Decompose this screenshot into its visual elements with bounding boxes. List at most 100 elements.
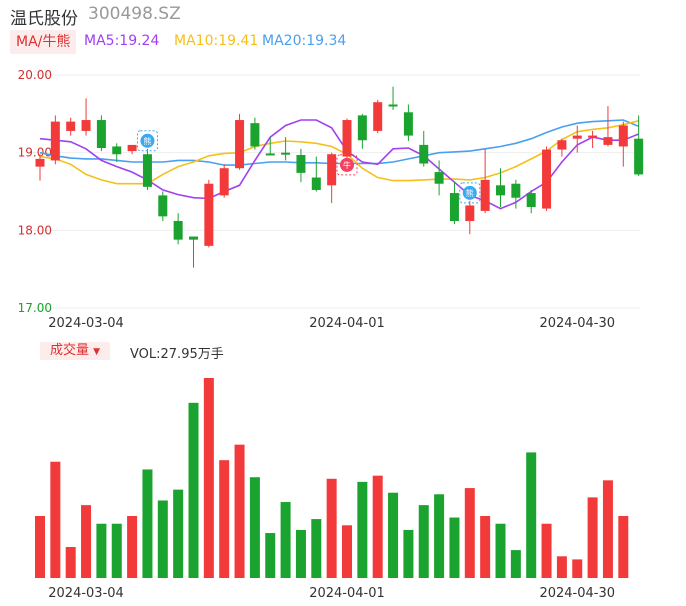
volume-bar — [464, 488, 475, 578]
volume-bar — [480, 515, 491, 578]
candle-body — [419, 144, 429, 164]
volume-x-tick-label: 2024-03-04 — [48, 586, 124, 601]
bear-marker-frame — [459, 182, 481, 204]
volume-bar — [541, 523, 552, 578]
candle-body — [96, 120, 106, 149]
volume-bar — [526, 452, 537, 578]
candle-body — [235, 120, 245, 169]
candle-body — [142, 154, 152, 187]
candle-body — [403, 112, 413, 136]
y-tick-label: 17.00 — [18, 301, 52, 315]
y-tick-label: 18.00 — [18, 223, 52, 237]
candle-body — [342, 120, 352, 157]
bull-marker-icon — [340, 157, 354, 172]
candle-body — [388, 104, 398, 107]
volume-bar — [157, 500, 168, 578]
volume-bar — [618, 515, 629, 578]
volume-bar — [188, 402, 199, 578]
volume-bar — [81, 505, 92, 578]
candle-body — [357, 115, 367, 141]
volume-bar — [602, 480, 613, 578]
volume-bar — [295, 529, 306, 578]
volume-bar — [418, 505, 429, 578]
candle-body — [449, 193, 459, 222]
volume-bar — [127, 515, 138, 578]
candle-body — [127, 144, 137, 152]
ma10-line — [39, 120, 639, 185]
ma20-legend: MA20:19.34 — [262, 33, 347, 49]
volume-bar — [357, 481, 368, 578]
y-tick-label: 20.00 — [18, 68, 52, 82]
volume-bar — [173, 489, 184, 578]
candle-body — [219, 168, 229, 196]
volume-bar — [249, 477, 260, 578]
candle-body — [112, 146, 122, 155]
candle-body — [618, 125, 628, 147]
candle-body — [173, 221, 183, 240]
candle-body — [465, 205, 475, 222]
candle-body — [496, 185, 505, 196]
volume-bar — [495, 523, 506, 578]
bull-marker-frame — [336, 154, 358, 176]
bear-marker-icon — [462, 185, 477, 200]
candle-body — [327, 154, 337, 186]
volume-indicator-selector[interactable]: 成交量 ▼ — [40, 342, 111, 360]
volume-bar — [50, 461, 61, 578]
candle-body — [189, 236, 198, 240]
candle-body — [204, 183, 214, 246]
candle-body — [296, 154, 306, 173]
volume-bar — [311, 519, 322, 578]
volume-bar — [556, 556, 567, 578]
volume-x-tick-label: 2024-04-01 — [309, 586, 385, 601]
candle-body — [526, 193, 536, 208]
candle-body — [634, 138, 644, 175]
volume-bar — [111, 523, 122, 578]
candle-body — [557, 140, 567, 150]
volume-bar — [449, 517, 460, 578]
volume-bar — [572, 559, 583, 578]
volume-bar — [96, 523, 107, 578]
candle-body — [373, 102, 383, 131]
candle-body — [542, 149, 552, 209]
x-tick-label: 2024-03-04 — [48, 316, 124, 331]
volume-bar — [234, 444, 245, 578]
candle-body — [281, 152, 291, 155]
volume-bar — [587, 497, 598, 578]
volume-bar — [510, 550, 521, 578]
candle-body — [250, 123, 260, 147]
bear-marker-glyph: 熊 — [143, 136, 151, 146]
x-tick-label: 2024-04-30 — [539, 316, 615, 331]
volume-bar — [65, 546, 76, 578]
bear-marker-frame — [136, 130, 158, 152]
stock-code: 300498.SZ — [88, 4, 181, 24]
candle-body — [480, 179, 490, 211]
volume-bar — [203, 378, 214, 578]
candle-body — [81, 120, 91, 131]
candle-body — [66, 121, 76, 131]
candle-body — [265, 153, 275, 156]
ma20-line — [39, 119, 639, 166]
volume-x-tick-label: 2024-04-30 — [539, 586, 615, 601]
ma-indicator-selector[interactable]: MA/牛熊 — [10, 30, 77, 54]
volume-bar — [434, 494, 445, 578]
volume-bar — [342, 525, 352, 578]
chevron-down-icon: ▼ — [93, 347, 101, 357]
volume-bar — [142, 469, 153, 578]
volume-bar — [219, 460, 230, 578]
ma5-line — [39, 119, 639, 210]
candle-body — [572, 135, 582, 139]
volume-bar — [326, 478, 337, 578]
ma5-legend: MA5:19.24 — [84, 33, 160, 49]
volume-bar — [35, 515, 45, 578]
candle-body — [588, 135, 598, 138]
ma10-legend: MA10:19.41 — [174, 33, 259, 49]
candle-body — [511, 183, 521, 198]
stock-name: 温氏股份 — [10, 9, 78, 29]
bear-marker-glyph: 熊 — [466, 188, 474, 198]
bull-marker-glyph: 牛 — [343, 160, 351, 170]
volume-bar — [265, 533, 276, 578]
candle-body — [158, 195, 168, 217]
candle-body — [50, 121, 60, 161]
volume-bar — [372, 475, 383, 578]
